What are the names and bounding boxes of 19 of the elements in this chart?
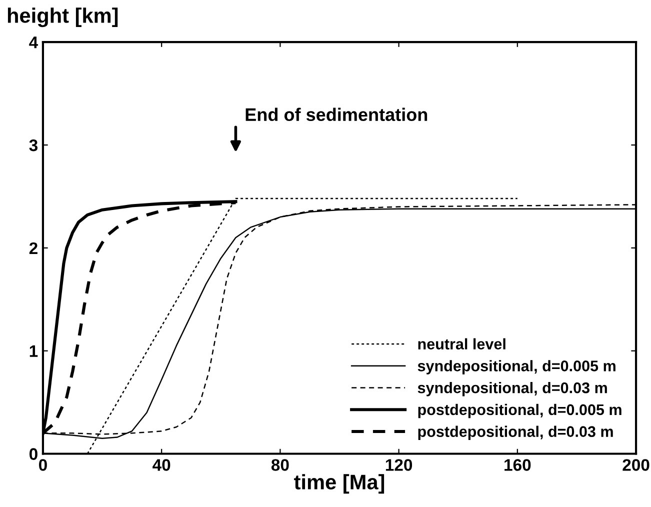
annotation: End of sedimentation (246, 108, 428, 122)
legend-label: syndepositional, d=0.03 m (418, 382, 607, 396)
y-tick-label: 2 (29, 242, 38, 254)
x-tick-label: 0 (38, 459, 47, 471)
x-tick-label: 40 (152, 459, 170, 471)
legend-label: postdepositional, d=0.005 m (418, 404, 622, 418)
legend-label: postdepositional, d=0.03 m (418, 426, 613, 440)
legend-label: neutral level (418, 338, 506, 350)
y-tick-label: 3 (29, 139, 38, 152)
legend-label: syndepositional, d=0.005 m (418, 360, 616, 374)
y-axis-title: height [km] (8, 8, 118, 28)
y-tick-label: 4 (29, 36, 38, 48)
y-tick-label: 0 (29, 448, 38, 460)
x-tick-label: 200 (622, 459, 650, 471)
x-tick-label: 120 (386, 459, 412, 471)
y-tick-label: 1 (30, 345, 38, 357)
x-tick-label: 160 (504, 459, 531, 471)
x-tick-label: 80 (271, 459, 289, 471)
x-axis-title: time [Ma] (294, 474, 384, 494)
